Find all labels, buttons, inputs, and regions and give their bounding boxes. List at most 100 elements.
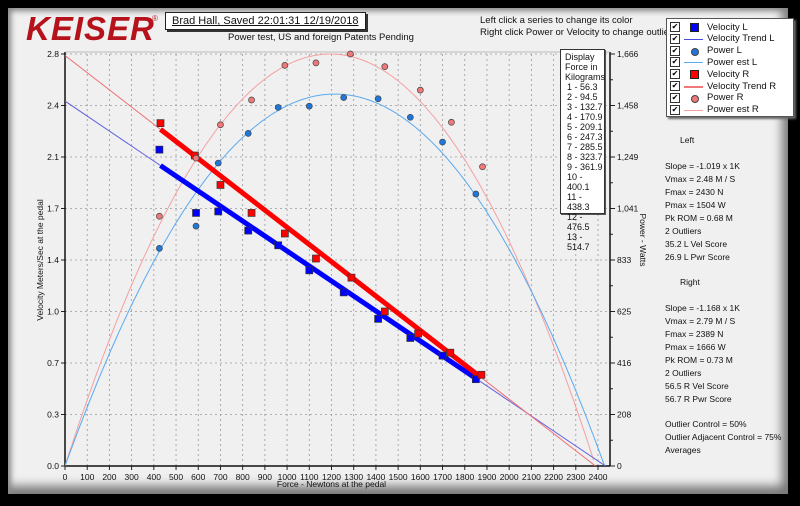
power-point[interactable]	[374, 95, 382, 103]
power-point[interactable]	[479, 163, 486, 171]
y2-tick-label: 1,041	[617, 204, 639, 214]
legend-item-power-r[interactable]: ✔ Power R	[667, 92, 743, 104]
x-tick-label: 2000	[500, 472, 519, 482]
velocity-point[interactable]	[305, 266, 314, 275]
power-point[interactable]	[156, 245, 163, 252]
series-legend: ✔ Velocity L ✔ Velocity Trend L ✔ Power L ✔ Pow…	[666, 18, 794, 117]
x-tick-label: 300	[125, 472, 139, 482]
outlier-setting[interactable]: Averages	[665, 445, 701, 455]
power-point[interactable]	[217, 121, 224, 129]
kg-row: 6 - 247.3	[567, 132, 603, 142]
legend-item-velocity-l[interactable]: ✔ Velocity L	[667, 21, 748, 33]
power-est-r-curve[interactable]	[65, 53, 595, 466]
y2-tick-label: 833	[617, 255, 631, 265]
power-point[interactable]	[347, 50, 354, 58]
legend-item-power-est-r[interactable]: ✔ Power est R	[667, 104, 759, 116]
legend-checkbox[interactable]: ✔	[670, 33, 680, 44]
legend-checkbox[interactable]: ✔	[670, 81, 680, 91]
legend-label: Velocity L	[707, 21, 748, 33]
stats-line: 2 Outliers	[665, 226, 702, 236]
power-point[interactable]	[192, 154, 200, 162]
velocity-point[interactable]	[281, 229, 289, 238]
velocity-point[interactable]	[414, 329, 422, 338]
stats-line: 56.7 R Pwr Score	[665, 394, 732, 404]
chart-subtitle: Power test, US and foreign Patents Pendi…	[228, 32, 414, 43]
kg-row: 4 - 170.9	[567, 112, 603, 122]
stats-line: 56.5 R Vel Score	[665, 381, 729, 391]
legend-item-power-est-l[interactable]: ✔ Power est L	[667, 56, 757, 68]
velocity-point[interactable]	[446, 348, 455, 357]
power-point[interactable]	[472, 190, 480, 198]
velocity-point[interactable]	[274, 241, 283, 250]
x-tick-label: 1500	[389, 472, 408, 482]
stats-line: 26.9 L Pwr Score	[665, 252, 730, 262]
velocity-point[interactable]	[247, 209, 256, 217]
velocity-point[interactable]	[347, 273, 356, 282]
velocity-point[interactable]	[380, 307, 389, 316]
velocity-point[interactable]	[472, 375, 480, 384]
x-tick-label: 0	[63, 472, 68, 482]
legend-checkbox[interactable]: ✔	[670, 104, 680, 115]
velocity-point[interactable]	[438, 351, 447, 360]
legend-checkbox[interactable]: ✔	[670, 45, 680, 56]
legend-checkbox[interactable]: ✔	[670, 22, 680, 32]
power-point[interactable]	[248, 96, 255, 104]
right-stats: Right Slope = -1.168 x 1K Vmax = 2.79 M / …	[665, 276, 740, 406]
velocity-point[interactable]	[406, 334, 415, 342]
power-point[interactable]	[192, 222, 200, 230]
velocity-point[interactable]	[216, 181, 225, 189]
legend-checkbox[interactable]: ✔	[670, 69, 680, 80]
legend-checkbox[interactable]: ✔	[670, 92, 680, 103]
stats-line: Pmax = 1504 W	[665, 200, 726, 210]
legend-label: Power L	[707, 45, 742, 57]
square-icon	[683, 68, 705, 80]
power-point[interactable]	[406, 113, 414, 121]
velocity-point[interactable]	[156, 119, 165, 128]
x-tick-label: 800	[236, 472, 250, 482]
power-point[interactable]	[274, 104, 282, 111]
velocity-point[interactable]	[477, 370, 486, 379]
legend-item-velocity-r[interactable]: ✔ Velocity R	[667, 68, 749, 80]
line-icon	[683, 80, 705, 92]
kg-row: 8 - 323.7	[567, 152, 603, 162]
power-point[interactable]	[439, 138, 446, 146]
power-point[interactable]	[381, 63, 389, 70]
x-tick-label: 2100	[522, 472, 541, 482]
legend-checkbox[interactable]: ✔	[670, 57, 680, 68]
power-point[interactable]	[312, 59, 320, 67]
stats-line: Pk ROM = 0.73 M	[665, 355, 733, 365]
velocity-trend-l-bold[interactable]	[159, 163, 478, 381]
kg-row: 9 - 361.9	[567, 162, 603, 172]
y2-tick-label: 0	[617, 461, 622, 471]
stats-header: Right	[680, 277, 700, 287]
velocity-point[interactable]	[155, 145, 164, 154]
stats-line: Fmax = 2430 N	[665, 187, 724, 197]
power-point[interactable]	[214, 159, 222, 167]
power-point[interactable]	[281, 62, 289, 69]
velocity-point[interactable]	[192, 209, 200, 217]
power-point[interactable]	[448, 118, 455, 126]
force-kilograms-box: Display Force in Kilograms 1 - 56.3 2 - 94.5…	[560, 49, 605, 252]
power-point[interactable]	[305, 102, 313, 110]
legend-label: Velocity Trend R	[707, 80, 777, 92]
power-point[interactable]	[416, 86, 424, 94]
power-point[interactable]	[244, 130, 252, 137]
velocity-trend-r-bold[interactable]	[158, 127, 483, 380]
velocity-point[interactable]	[244, 226, 253, 235]
velocity-point[interactable]	[312, 254, 320, 263]
legend-item-velocity-trend-l[interactable]: ✔ Velocity Trend L	[667, 33, 775, 45]
velocity-point[interactable]	[339, 288, 348, 297]
stats-line: Pmax = 1666 W	[665, 342, 726, 352]
velocity-point[interactable]	[374, 315, 382, 323]
circle-icon	[683, 45, 705, 57]
power-est-l-curve[interactable]	[65, 93, 606, 466]
velocity-point[interactable]	[214, 207, 223, 216]
legend-item-velocity-trend-r[interactable]: ✔ Velocity Trend R	[667, 80, 776, 92]
legend-label: Velocity Trend L	[707, 33, 775, 45]
power-point[interactable]	[156, 212, 163, 220]
legend-item-power-l[interactable]: ✔ Power L	[667, 45, 742, 57]
power-point[interactable]	[340, 94, 348, 101]
x-tick-label: 1800	[455, 472, 474, 482]
y-tick-label: 0.7	[47, 358, 59, 368]
